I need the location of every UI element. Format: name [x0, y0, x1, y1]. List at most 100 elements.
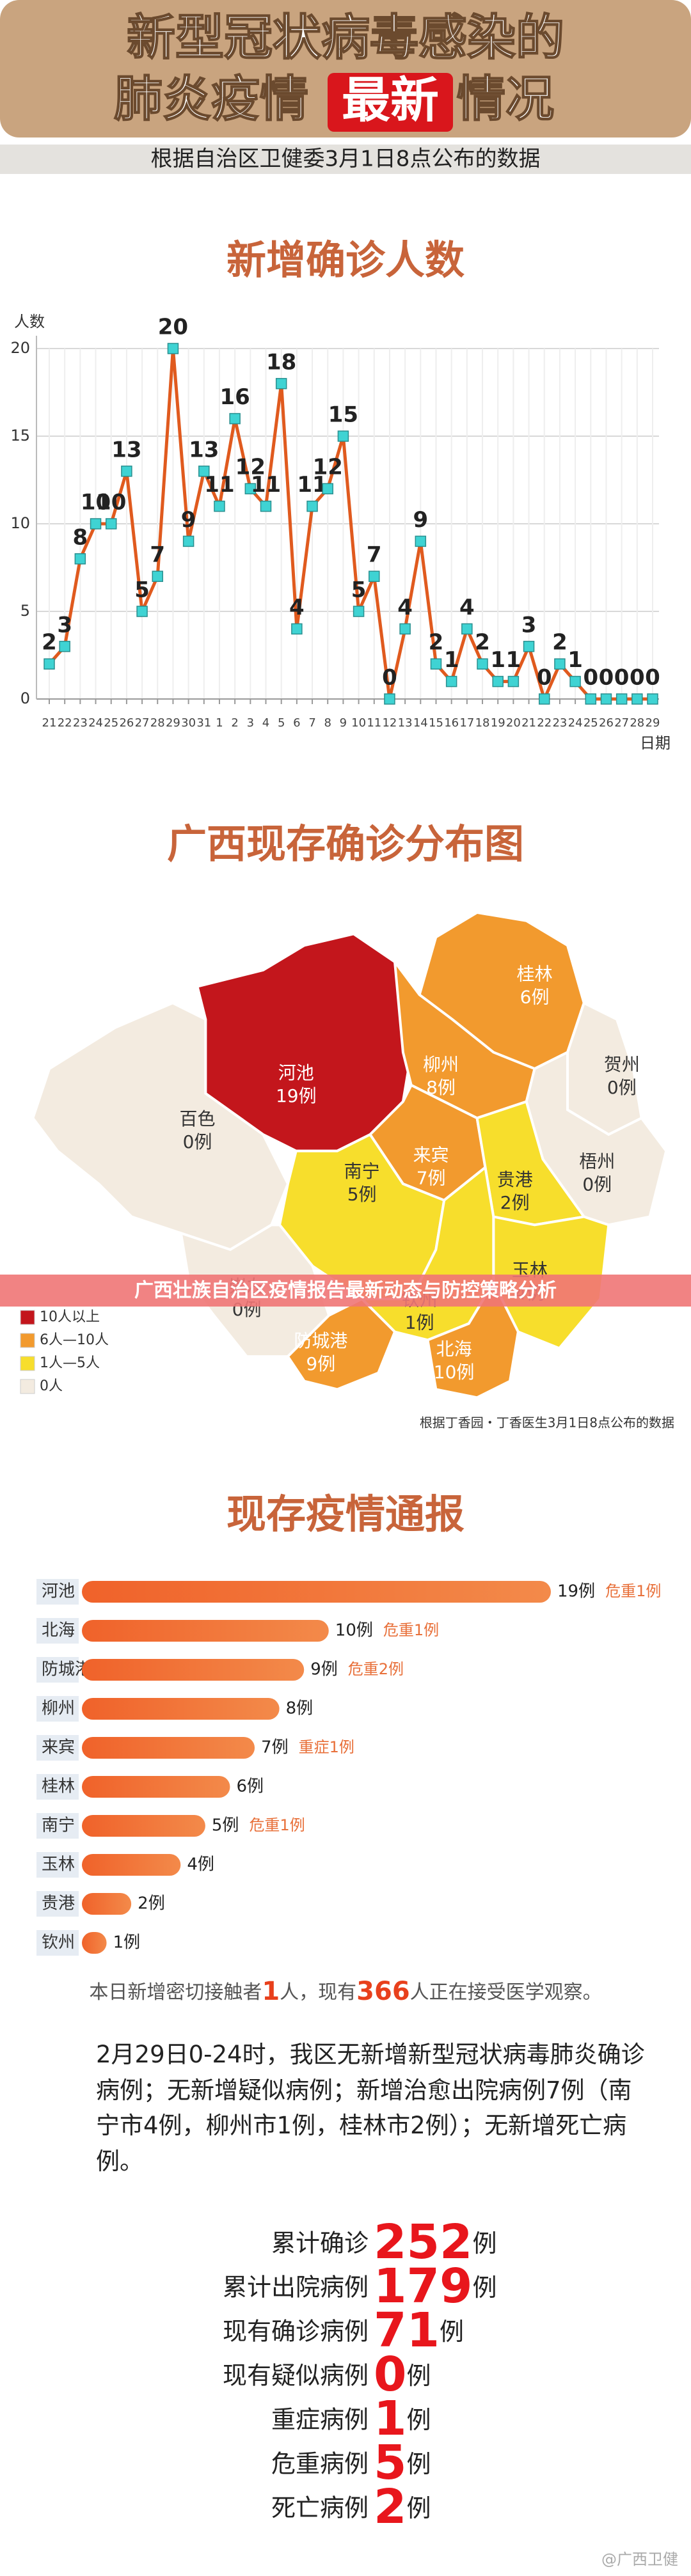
data-label: 18 — [266, 349, 296, 375]
data-label: 9 — [181, 507, 196, 533]
y-tick-label: 15 — [10, 427, 30, 444]
value-label: 9例 — [310, 1660, 338, 1679]
x-tick-label: 28 — [630, 716, 644, 730]
category-box — [36, 1618, 79, 1644]
subtitle: 根据自治区卫健委3月1日8点公布的数据 — [151, 146, 541, 172]
region-name: 河池 — [278, 1062, 314, 1083]
category-label: 来宾 — [42, 1738, 75, 1757]
subtitle-bar — [0, 145, 691, 174]
data-point — [353, 606, 365, 617]
x-tick-label: 10 — [351, 716, 366, 730]
value-label: 2例 — [138, 1894, 165, 1913]
data-label: 11 — [251, 472, 281, 498]
y-axis-label: 人数 — [14, 313, 45, 331]
data-label: 2 — [552, 630, 568, 656]
header-title: 新型冠状病毒感染的 — [127, 9, 564, 66]
data-point — [136, 606, 148, 617]
region-name: 贺州 — [604, 1054, 640, 1075]
data-label: 10 — [81, 490, 111, 515]
stat-unit: 例 — [407, 2494, 431, 2522]
data-point — [415, 535, 427, 547]
data-label: 1 — [506, 647, 521, 673]
data-point — [430, 658, 442, 670]
data-label: 12 — [313, 455, 343, 480]
category-box — [36, 1774, 79, 1800]
data-point — [291, 623, 303, 635]
data-point — [44, 658, 55, 670]
legend-swatch — [20, 1356, 35, 1371]
bar — [82, 1620, 329, 1642]
x-tick-label: 22 — [537, 716, 552, 730]
region-name: 桂林 — [517, 964, 553, 985]
stat-value: 0 — [374, 2347, 407, 2402]
note-label: 重症1例 — [299, 1738, 354, 1756]
region-name: 防城港 — [294, 1330, 347, 1351]
data-label: 1 — [444, 647, 459, 673]
region-cases: 2例 — [500, 1192, 530, 1213]
stat-value-line: 252例 — [374, 2215, 496, 2270]
data-label: 2 — [429, 630, 444, 656]
data-point — [322, 483, 333, 494]
legend-swatch — [20, 1333, 35, 1348]
category-label: 北海 — [42, 1621, 75, 1640]
category-box — [36, 1891, 79, 1917]
x-tick-label: 21 — [521, 716, 536, 730]
data-point — [569, 675, 581, 687]
data-point — [260, 500, 272, 512]
stat-value: 2 — [374, 2479, 407, 2534]
note-label: 危重2例 — [348, 1660, 404, 1678]
stat-value: 252 — [374, 2215, 472, 2270]
region-cases: 9例 — [306, 1353, 335, 1374]
data-label: 0 — [645, 665, 660, 691]
contacts-part: 人正在接受医学观察。 — [410, 1981, 602, 2004]
stat-label: 重症病例 — [271, 2406, 369, 2434]
bar — [82, 1893, 132, 1915]
data-label: 7 — [150, 542, 165, 568]
x-tick-label: 11 — [367, 716, 381, 730]
section-title: 广西现存确诊分布图 — [167, 821, 524, 867]
data-point — [492, 675, 504, 687]
region-cases: 0例 — [607, 1077, 637, 1098]
header-title: 肺炎疫情 — [114, 70, 308, 127]
data-point — [182, 535, 195, 547]
data-label: 4 — [459, 595, 475, 620]
x-tick-label: 30 — [181, 716, 196, 730]
paragraph: 2月29日0-24时，我区无新增新型冠状病毒肺炎确诊病例；无新增疑似病例；新增治… — [96, 2041, 645, 2175]
data-point — [507, 675, 520, 687]
data-label: 10 — [96, 490, 126, 515]
region-cases: 0例 — [582, 1174, 612, 1195]
data-label: 1 — [568, 647, 583, 673]
contacts-line: 本日新增密切接触者1人，现有366人正在接受医学观察。 — [89, 1977, 601, 2006]
x-tick-label: 14 — [413, 716, 428, 730]
x-tick-label: 2 — [231, 716, 238, 730]
legend-swatch — [20, 1379, 35, 1394]
category-box — [36, 1813, 79, 1839]
value-label: 4例 — [187, 1855, 214, 1874]
region-name: 贵港 — [497, 1169, 533, 1190]
region-name: 来宾 — [413, 1144, 449, 1165]
stat-label: 危重病例 — [271, 2450, 369, 2478]
data-label: 3 — [57, 612, 72, 638]
value-label: 19例 — [557, 1582, 595, 1601]
data-label: 15 — [328, 402, 358, 428]
x-axis-label: 日期 — [640, 734, 671, 752]
data-point — [616, 693, 628, 705]
x-tick-label: 6 — [293, 716, 300, 730]
value-label: 10例 — [335, 1621, 373, 1640]
region-cases: 1例 — [405, 1312, 434, 1333]
region — [426, 1280, 520, 1399]
category-box — [36, 1657, 79, 1683]
x-tick-label: 23 — [73, 716, 88, 730]
data-label: 13 — [111, 437, 141, 462]
data-point — [647, 693, 658, 705]
data-label: 0 — [630, 665, 645, 691]
region-name: 梧州 — [579, 1151, 615, 1172]
category-label: 贵港 — [42, 1894, 75, 1913]
data-label: 2 — [475, 630, 490, 656]
stat-label: 累计出院病例 — [223, 2274, 369, 2302]
value-label: 5例 — [212, 1816, 239, 1835]
header-box — [0, 0, 691, 137]
x-tick-label: 1 — [216, 716, 223, 730]
stat-value-line: 5例 — [374, 2435, 431, 2490]
region-name: 百色 — [180, 1108, 216, 1129]
